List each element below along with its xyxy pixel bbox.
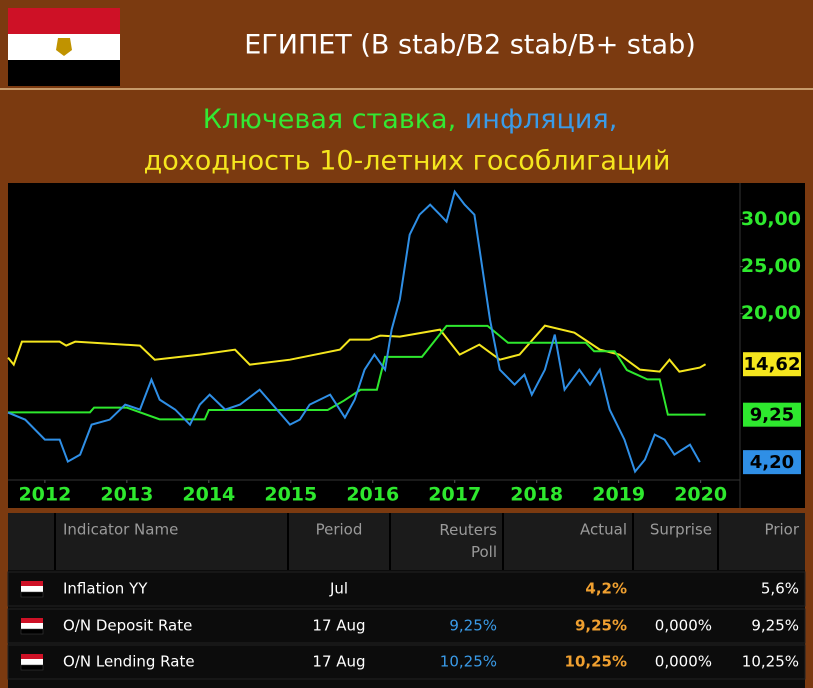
header-cell: Surprise	[650, 521, 712, 539]
row-flag	[20, 654, 44, 671]
x-tick-label: 2014	[182, 484, 235, 506]
table: Indicator Name Period Reuters Poll Actual Sur…	[7, 513, 806, 680]
last-value-label: 4,20	[750, 452, 794, 473]
x-tick-label: 2019	[592, 484, 645, 506]
cell: 17 Aug	[312, 653, 365, 671]
cell: 0,000%	[655, 617, 712, 635]
x-tick-label: 2013	[100, 484, 153, 506]
flag-stripe	[21, 581, 43, 586]
flag-stripe	[20, 628, 44, 635]
flag-stripe	[20, 591, 44, 598]
y-tick-label: 20,00	[741, 302, 801, 324]
subtitle-rate: Ключевая ставка,	[203, 104, 456, 135]
cell: Jul	[329, 580, 348, 598]
header-cell: Period	[316, 521, 363, 539]
cell: 4,2%	[585, 580, 627, 598]
flag-stripe	[20, 664, 44, 671]
x-tick-label: 2015	[264, 484, 317, 506]
title: ЕГИПЕТ (B stab/B2 stab/B+ stab)	[244, 30, 696, 61]
cell: 10,25%	[440, 653, 497, 671]
cell: 10,25%	[565, 653, 627, 671]
flag-stripe	[21, 659, 43, 665]
cell: 9,25%	[449, 617, 497, 635]
cell: 17 Aug	[312, 617, 365, 635]
cell: 9,25%	[575, 617, 627, 635]
last-value-label: 9,25	[750, 405, 794, 426]
row-bg	[7, 608, 806, 644]
row-bg	[7, 644, 806, 680]
cell: 0,000%	[655, 653, 712, 671]
series-line	[8, 324, 706, 421]
y-tick-label: 25,00	[741, 255, 801, 277]
row-flag	[20, 618, 44, 635]
x-tick-label: 2012	[18, 484, 71, 506]
x-tick-label: 2016	[346, 484, 399, 506]
chart: 20,00 25,00 30,00 2012 2013 2014 2015 2016 2017 2…	[7, 189, 801, 506]
cell: O/N Lending Rate	[63, 653, 195, 671]
header-cell: Reuters Poll	[439, 521, 497, 561]
header-cell: Prior	[765, 521, 800, 539]
last-value-label: 14,62	[744, 354, 801, 375]
x-tick-label: 2020	[674, 484, 727, 506]
header-cell: Actual	[580, 521, 627, 539]
cell: 10,25%	[742, 653, 799, 671]
last-value-box	[743, 352, 801, 377]
cell: Inflation YY	[63, 580, 148, 598]
y-tick-label: 30,00	[741, 208, 801, 230]
flag-stripe	[21, 618, 43, 623]
flag-stripe	[21, 586, 43, 592]
subtitle-line: Ключевая ставка, инфляция,	[203, 104, 618, 135]
subtitle-yield: доходность 10-летних гособлигаций	[144, 146, 671, 177]
x-tick-label: 2017	[428, 484, 481, 506]
row-flag	[20, 581, 44, 598]
last-value-box	[743, 402, 801, 427]
x-tick-label: 2018	[510, 484, 563, 506]
flag-stripe	[21, 623, 43, 629]
series-line	[7, 189, 701, 474]
last-value-box	[743, 450, 801, 475]
flag-stripe	[21, 654, 43, 659]
cell: O/N Deposit Rate	[63, 617, 192, 635]
subtitle-inflation: инфляция,	[456, 104, 617, 135]
row-bg	[7, 571, 806, 607]
cell: 5,6%	[761, 580, 799, 598]
flag	[8, 8, 120, 86]
cell: 9,25%	[751, 617, 799, 635]
header-cell: Indicator Name	[63, 521, 178, 539]
table-header	[8, 513, 805, 570]
